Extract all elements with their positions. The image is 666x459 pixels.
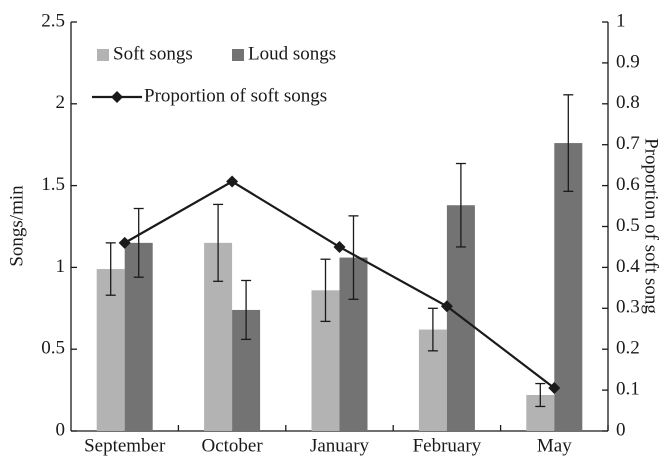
error-bar <box>455 162 466 248</box>
x-tick-label: October <box>201 435 263 456</box>
error-bar <box>105 242 116 296</box>
error-bar <box>213 203 224 282</box>
marker <box>440 300 453 313</box>
y2-axis-label: Proportion of soft song <box>641 138 662 314</box>
bar <box>96 269 125 431</box>
error-bar <box>563 94 574 192</box>
error-bar <box>320 258 331 323</box>
y-tick-label: 2 <box>56 92 66 113</box>
legend-swatch <box>232 49 244 61</box>
y-tick-label: 2.5 <box>41 10 65 31</box>
y2-tick-label: 0.8 <box>616 92 640 113</box>
legend-swatch <box>97 49 109 61</box>
y2-tick-label: 1 <box>616 10 626 31</box>
y2-tick-label: 0 <box>616 419 626 440</box>
y-tick-label: 1 <box>56 256 66 277</box>
error-bar <box>535 382 546 408</box>
y2-tick-label: 0.7 <box>616 133 640 154</box>
x-tick-label: February <box>413 435 482 456</box>
y2-tick-label: 0.9 <box>616 51 640 72</box>
y-tick-label: 1.5 <box>41 174 65 195</box>
y2-tick-label: 0.6 <box>616 174 640 195</box>
legend-label: Loud songs <box>248 43 336 64</box>
x-tick-label: January <box>310 435 370 456</box>
marker <box>548 382 561 395</box>
y2-tick-label: 0.3 <box>616 297 640 318</box>
marker <box>118 236 131 249</box>
error-bar <box>241 279 252 341</box>
y2-tick-label: 0.4 <box>616 256 640 277</box>
legend-label: Proportion of soft songs <box>144 85 327 106</box>
y2-tick-label: 0.1 <box>616 378 640 399</box>
legend-label: Soft songs <box>113 43 193 64</box>
legend-marker <box>111 91 123 103</box>
x-tick-label: September <box>84 435 166 456</box>
error-bar <box>348 215 359 300</box>
error-bar <box>427 307 438 352</box>
marker <box>333 240 346 253</box>
y-tick-label: 0 <box>56 419 66 440</box>
x-tick-label: May <box>537 435 572 456</box>
error-bar <box>133 207 144 278</box>
marker <box>226 175 239 188</box>
y2-tick-label: 0.5 <box>616 215 640 236</box>
y-axis-label: Songs/min <box>6 185 27 267</box>
y2-tick-label: 0.2 <box>616 338 640 359</box>
y-tick-label: 0.5 <box>41 338 65 359</box>
